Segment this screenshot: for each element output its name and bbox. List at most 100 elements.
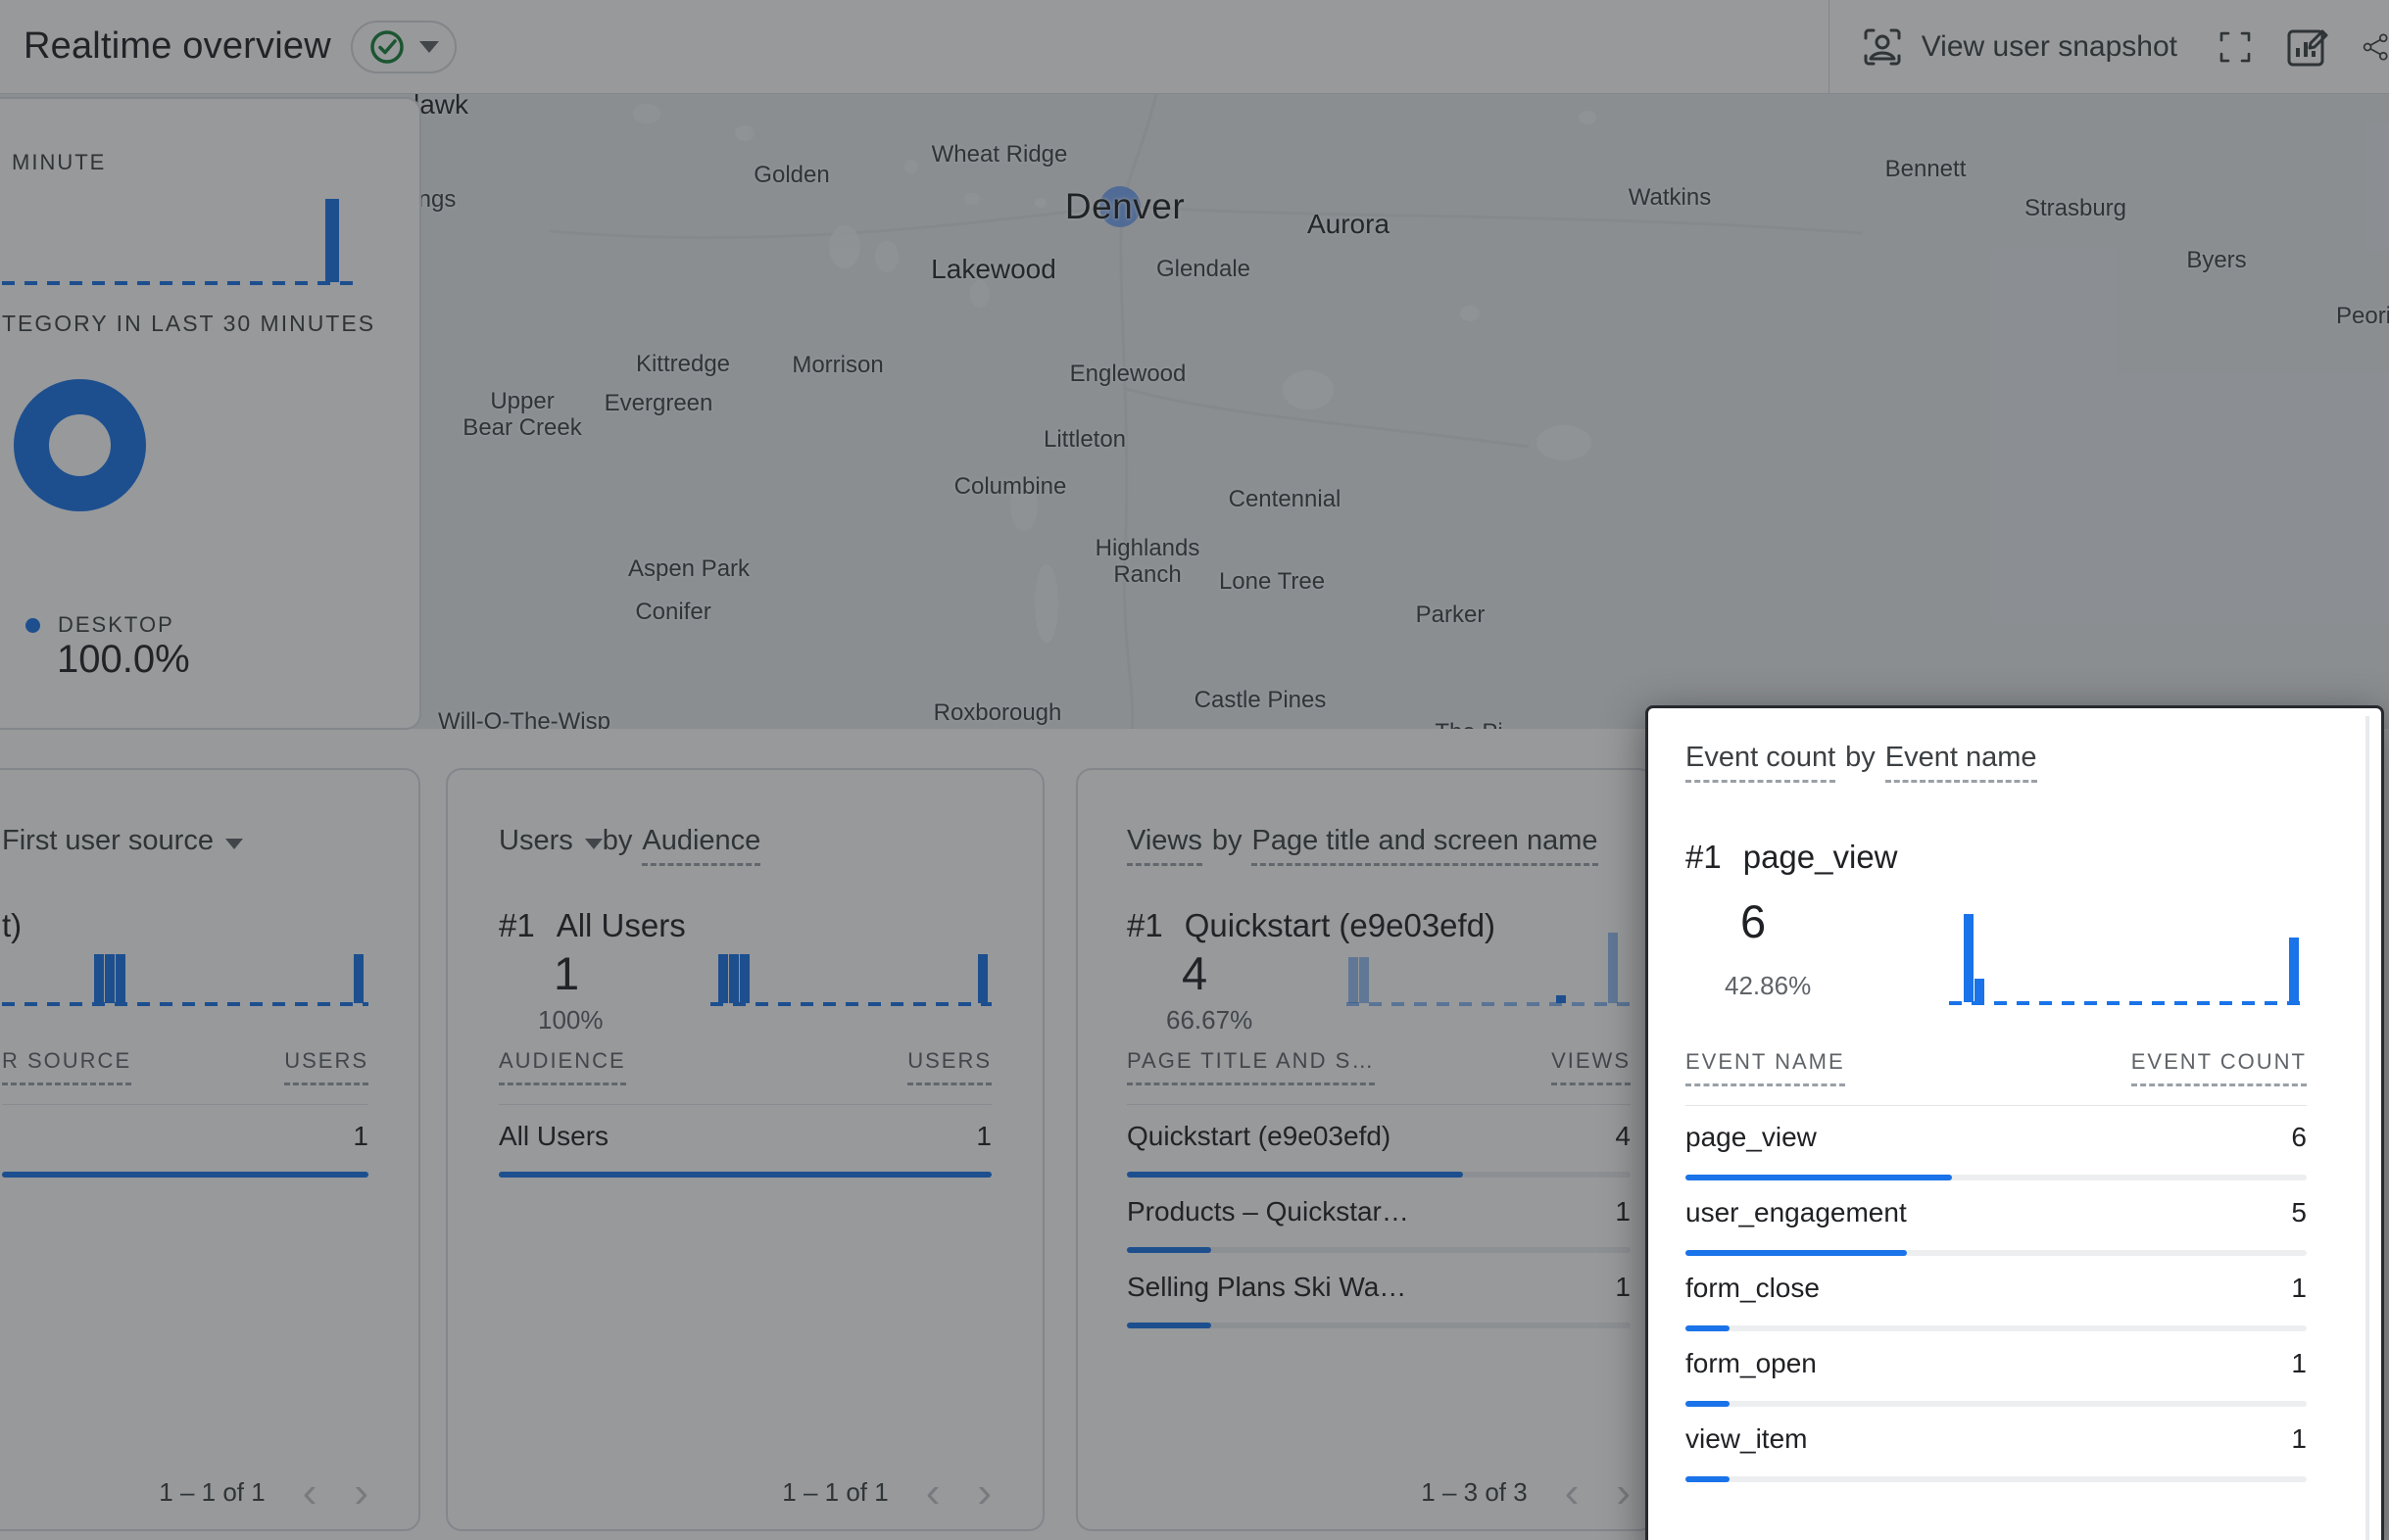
card-title-text: Users [499,825,573,856]
table-row: 1 [2,1115,368,1190]
map-city-label: Roxborough [934,699,1062,727]
status-badge[interactable] [351,21,457,73]
row-bar-track [1685,1325,2307,1331]
pagination-next-button[interactable]: › [354,1480,368,1506]
card-title-link[interactable]: Views [1127,825,1202,866]
table-row: Quickstart (e9e03efd)4 [1127,1115,1631,1190]
top-entity-name: page_view [1743,839,1898,875]
map-city-label: Aurora [1307,209,1390,240]
desktop-percentage: 100.0% [57,638,190,682]
column-header-metric[interactable]: USERS [284,1048,368,1085]
map-city-label: Watkins [1629,184,1711,212]
table-column-headers: EVENT NAME EVENT COUNT [1685,1049,2307,1086]
row-bar-track [1127,1247,1631,1253]
card-title-link[interactable]: Event count [1685,742,1835,783]
share-icon [2360,22,2389,72]
pagination: 1 – 3 of 3 ‹ › [1421,1477,1631,1508]
chevron-down-icon[interactable] [585,839,603,849]
map-city-label: Upper [490,388,554,415]
sparkline-bar [1964,914,1974,1002]
row-bar-fill [1127,1247,1211,1253]
pagination: 1 – 1 of 1 ‹ › [782,1477,992,1508]
users-per-minute-label: MINUTE [12,150,106,175]
chevron-down-icon[interactable] [225,839,243,849]
map-city-label: Morrison [792,352,883,379]
sparkline-bar [354,954,364,1003]
map-city-label: Parker [1416,602,1486,629]
share-button[interactable] [2360,22,2389,72]
row-value: 6 [2291,1122,2307,1153]
sparkline-bar [978,954,988,1003]
row-label: page_view [1685,1122,1817,1153]
map-city-label: Kittredge [636,351,730,378]
legend-dot [25,618,40,633]
table-row: All Users1 [499,1115,992,1190]
column-header-metric[interactable]: USERS [907,1048,992,1085]
map-city-label: Centennial [1229,486,1341,513]
card-title-link[interactable]: Audience [642,825,760,866]
device-category-label: TEGORY IN LAST 30 MINUTES [2,311,375,337]
table-rows: Quickstart (e9e03efd)4Products – Quickst… [1127,1115,1631,1341]
device-category-donut [14,379,146,511]
sparkline-bar [105,954,115,1003]
pagination-range: 1 – 3 of 3 [1421,1477,1527,1508]
top-entity-name: All Users [557,907,686,943]
row-label: form_open [1685,1348,1817,1379]
scrollbar-track[interactable] [2365,716,2369,1540]
table-row: page_view 6 [1685,1116,2307,1191]
view-user-snapshot-button[interactable]: View user snapshot [1859,24,2177,71]
row-value: 4 [1615,1121,1631,1152]
fullscreen-button[interactable] [2215,26,2256,68]
pagination-next-button[interactable]: › [977,1480,992,1506]
column-header-metric[interactable]: VIEWS [1551,1048,1631,1085]
metric-value: 4 [1182,946,1207,1000]
column-header-dimension[interactable]: AUDIENCE [499,1048,626,1085]
row-bar-fill [2,1172,368,1178]
table-divider [499,1104,992,1105]
map-city-label: Littleton [1044,426,1126,454]
row-value: 5 [2291,1197,2307,1228]
metric-percent: 66.67% [1166,1005,1252,1035]
row-label: user_engagement [1685,1197,1907,1228]
column-header-dimension[interactable]: PAGE TITLE AND S… [1127,1048,1375,1085]
pagination-next-button[interactable]: › [1616,1480,1631,1506]
sparkline-bar [740,954,750,1003]
map-city-label: Golden [754,162,829,189]
column-header-dimension[interactable]: R SOURCE [2,1048,131,1085]
table-rows: All Users1 [499,1115,992,1190]
pagination-prev-button[interactable]: ‹ [303,1480,317,1506]
table-row: form_open1 [1685,1342,2307,1418]
sparkline-baseline [1949,1001,2307,1005]
pagination-range: 1 – 1 of 1 [782,1477,888,1508]
table-row: Products – Quickstar…1 [1127,1190,1631,1266]
map-city-label: Glendale [1156,256,1250,283]
row-label: All Users [499,1121,609,1152]
edit-chart-icon [2283,24,2330,71]
map-city-label: Evergreen [605,390,713,417]
edit-chart-button[interactable] [2283,24,2330,71]
pagination: 1 – 1 of 1‹› [159,1477,368,1508]
header-actions: View user snapshot [1828,0,2389,93]
map-city-label: Lone Tree [1219,568,1325,596]
sparkline-bar [94,954,104,1003]
column-header-metric[interactable]: EVENT COUNT [2131,1049,2307,1086]
rank-number: #1 [1127,907,1163,943]
card-title-text: First user source [2,825,214,856]
rank-number: #1 [1685,839,1722,875]
metric-value: 1 [554,946,579,1000]
row-bar-fill [1685,1325,1730,1331]
map-city-label: Bear Creek [463,414,581,442]
table-divider [1127,1104,1631,1105]
card-title-link[interactable]: Event name [1885,742,2037,783]
pagination-prev-button[interactable]: ‹ [926,1480,941,1506]
sparkline-bar [2289,938,2299,1002]
card-title-text: by [1845,742,1876,773]
pagination-prev-button[interactable]: ‹ [1565,1480,1580,1506]
card-title-link[interactable]: Page title and screen name [1251,825,1597,866]
sparkline-chart [2,908,368,1006]
row-value: 1 [2291,1423,2307,1455]
fullscreen-icon [2215,26,2256,68]
column-header-dimension[interactable]: EVENT NAME [1685,1049,1845,1086]
row-value: 1 [1615,1196,1631,1227]
card-title-text: by [603,825,633,856]
